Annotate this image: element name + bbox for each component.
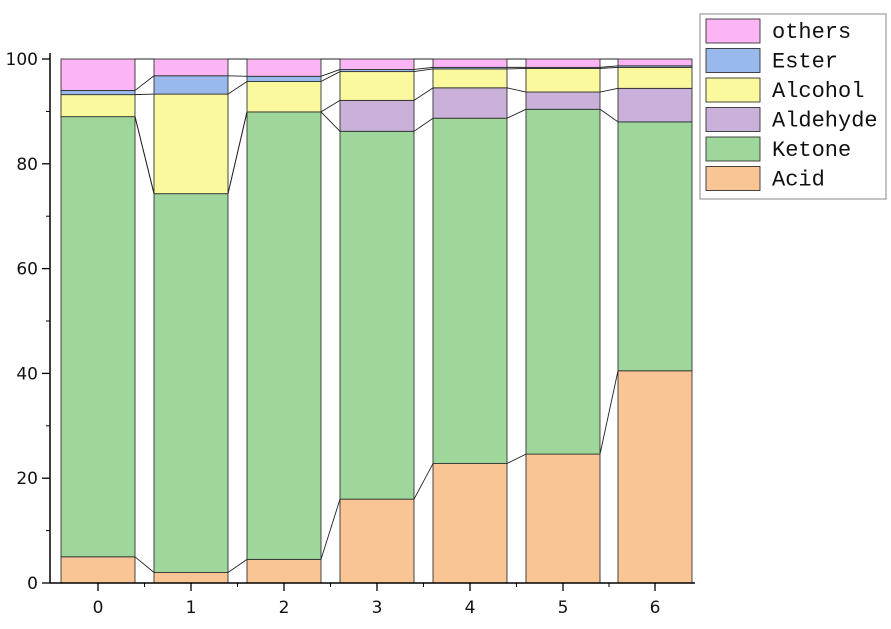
bar-others-2 xyxy=(246,58,322,77)
bar-others-3 xyxy=(339,58,415,70)
y-tick-label-20: 20 xyxy=(16,469,38,489)
connector-aldehyde-3-4 xyxy=(413,87,434,101)
connector-ketone-2-3 xyxy=(320,111,341,132)
connector-alcohol-5-6 xyxy=(599,66,619,69)
x-tick-label-0: 0 xyxy=(93,598,104,618)
legend-label-aldehyde: Aldehyde xyxy=(772,109,878,134)
bar-aldehyde-5 xyxy=(525,91,601,110)
bars-layer xyxy=(60,58,693,584)
connector-ester-2-3 xyxy=(320,69,341,77)
bar-ketone-6 xyxy=(617,121,693,372)
bar-acid-4 xyxy=(432,463,508,584)
bar-alcohol-1 xyxy=(153,93,229,195)
connector-ester-3-4 xyxy=(413,66,434,70)
bar-ester-2 xyxy=(246,75,322,82)
legend-swatch-ester xyxy=(705,48,761,73)
x-tick-label-5: 5 xyxy=(558,598,569,618)
bar-others-5 xyxy=(525,58,601,68)
bar-others-0 xyxy=(60,58,136,91)
y-tick-label-0: 0 xyxy=(27,574,38,594)
legend-label-others: others xyxy=(772,20,851,45)
bar-aldehyde-4 xyxy=(432,87,508,119)
connector-acid-3-4 xyxy=(413,463,434,500)
connector-acid-4-5 xyxy=(506,453,527,464)
connector-acid-0-1 xyxy=(134,556,155,573)
connector-ester-0-1 xyxy=(134,75,155,91)
connector-aldehyde-5-6 xyxy=(599,87,619,93)
legend-label-ketone: Ketone xyxy=(772,138,851,163)
bar-others-4 xyxy=(432,58,508,68)
legend-label-alcohol: Alcohol xyxy=(772,79,864,104)
legend-swatch-aldehyde xyxy=(705,107,761,132)
bar-acid-5 xyxy=(525,453,601,584)
x-tick-label-2: 2 xyxy=(279,598,290,618)
bar-acid-3 xyxy=(339,498,415,584)
connector-aldehyde-4-5 xyxy=(506,87,527,93)
legend-label-acid: Acid xyxy=(772,168,825,193)
connector-ketone-4-5 xyxy=(506,108,527,119)
bar-alcohol-6 xyxy=(617,66,693,89)
legend-label-ester: Ester xyxy=(772,50,838,75)
connector-alcohol-3-4 xyxy=(413,68,434,73)
connector-aldehyde-0-1 xyxy=(134,116,155,194)
y-tick-label-80: 80 xyxy=(16,155,38,175)
bar-acid-2 xyxy=(246,558,322,584)
bar-ester-1 xyxy=(153,75,229,95)
x-tick-label-1: 1 xyxy=(186,598,197,618)
bar-ester-0 xyxy=(60,89,136,96)
bar-ketone-2 xyxy=(246,111,322,560)
y-tick-label-40: 40 xyxy=(16,364,38,384)
connector-ketone-5-6 xyxy=(599,108,619,123)
legend-swatch-acid xyxy=(705,166,761,191)
bar-ketone-3 xyxy=(339,130,415,500)
connector-acid-1-2 xyxy=(227,559,248,573)
bar-ketone-5 xyxy=(525,108,601,455)
y-tick-label-100: 100 xyxy=(6,50,38,70)
bar-aldehyde-6 xyxy=(617,87,693,123)
connector-aldehyde-1-2 xyxy=(227,111,248,194)
connector-ester-1-2 xyxy=(227,75,248,77)
connector-alcohol-4-5 xyxy=(506,67,527,70)
bar-ketone-0 xyxy=(60,116,136,558)
bar-aldehyde-3 xyxy=(339,99,415,132)
connector-alcohol-1-2 xyxy=(227,81,248,95)
connector-acid-5-6 xyxy=(599,370,619,455)
legend-swatch-ketone xyxy=(705,136,761,162)
legend-swatch-alcohol xyxy=(705,77,761,103)
connector-lines-layer xyxy=(134,58,619,573)
bar-alcohol-2 xyxy=(246,81,322,113)
axes-layer: 0 20 40 60 80 100 0 1 2 3 4 5 6 xyxy=(6,50,695,618)
legend-swatch-others xyxy=(705,18,761,44)
connector-alcohol-0-1 xyxy=(134,93,155,96)
bar-ketone-1 xyxy=(153,193,229,573)
x-tick-label-6: 6 xyxy=(650,598,661,618)
bar-acid-0 xyxy=(60,556,136,584)
bar-acid-6 xyxy=(617,370,693,584)
connector-aldehyde-2-3 xyxy=(320,100,341,113)
connector-alcohol-2-3 xyxy=(320,71,341,82)
bar-alcohol-0 xyxy=(60,94,136,118)
bar-alcohol-4 xyxy=(432,68,508,89)
bar-others-6 xyxy=(617,58,693,67)
connector-acid-2-3 xyxy=(320,499,341,560)
connector-ester-5-6 xyxy=(599,65,619,68)
y-tick-label-60: 60 xyxy=(16,260,38,280)
bar-alcohol-3 xyxy=(339,71,415,101)
x-tick-label-4: 4 xyxy=(465,598,476,618)
connector-ketone-3-4 xyxy=(413,117,434,132)
bar-alcohol-5 xyxy=(525,67,601,93)
bar-others-1 xyxy=(153,58,229,77)
legend: others Ester Alcohol Aldehyde Ketone Acid xyxy=(699,13,887,200)
bar-ketone-4 xyxy=(432,117,508,464)
bar-acid-1 xyxy=(153,572,229,584)
x-tick-label-3: 3 xyxy=(372,598,383,618)
